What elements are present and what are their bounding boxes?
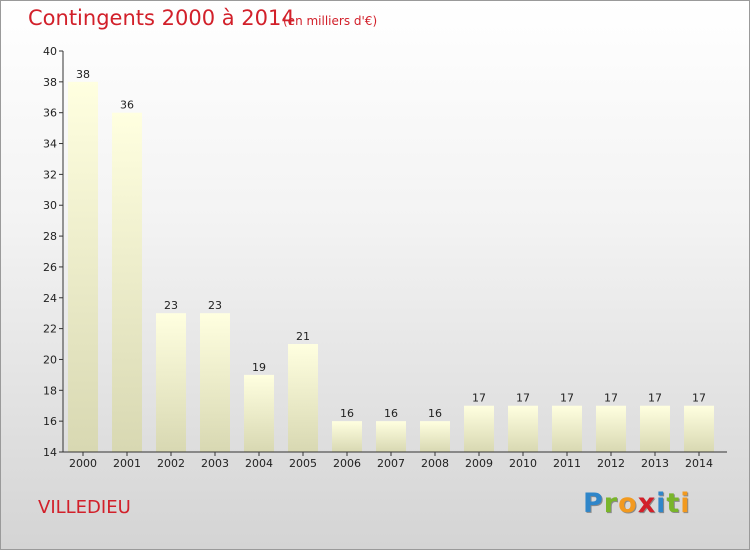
logo-letter: P: [583, 488, 604, 519]
data-label-2004: 19: [252, 361, 266, 374]
y-tick-label-24: 24: [43, 292, 57, 305]
y-tick-label-28: 28: [43, 230, 57, 243]
x-tick-label-2013: 2013: [641, 457, 669, 470]
x-tick-label-2008: 2008: [421, 457, 449, 470]
y-tick-label-20: 20: [43, 353, 57, 366]
data-label-2009: 17: [472, 392, 486, 405]
y-tick-label-32: 32: [43, 168, 57, 181]
bar-2005: [288, 344, 318, 452]
bar-2003: [200, 313, 230, 452]
data-label-2008: 16: [428, 407, 442, 420]
bar-2007: [376, 421, 406, 452]
x-tick-label-2010: 2010: [509, 457, 537, 470]
y-tick-label-26: 26: [43, 261, 57, 274]
x-tick-label-2014: 2014: [685, 457, 713, 470]
logo-letter: i: [680, 488, 691, 519]
x-tick-label-2002: 2002: [157, 457, 185, 470]
bar-2014: [684, 405, 714, 452]
data-label-2011: 17: [560, 392, 574, 405]
logo-letter: o: [618, 488, 638, 519]
bar-2010: [508, 405, 538, 452]
bar-2008: [420, 421, 450, 452]
bar-2001: [112, 112, 142, 452]
x-tick-label-2012: 2012: [597, 457, 625, 470]
x-tick-label-2003: 2003: [201, 457, 229, 470]
bar-2011: [552, 405, 582, 452]
x-tick-label-2006: 2006: [333, 457, 361, 470]
bars-group: 38 36 23 23 19 21 16 16 16 17 17 17 17 17 17: [68, 68, 714, 452]
logo-letter: r: [603, 488, 619, 519]
axes-group: 14 16 18 20 22 24 26 28 30 32 34 36 38 40 2000 2001 2002…: [43, 45, 727, 470]
commune-name: VILLEDIEU: [38, 497, 131, 518]
data-label-2005: 21: [296, 330, 310, 343]
bar-2012: [596, 405, 626, 452]
y-tick-label-36: 36: [43, 107, 57, 120]
data-label-2002: 23: [164, 299, 178, 312]
data-label-2006: 16: [340, 407, 354, 420]
y-tick-label-34: 34: [43, 138, 57, 151]
y-tick-label-40: 40: [43, 45, 57, 58]
x-tick-label-2005: 2005: [289, 457, 317, 470]
bar-2004: [244, 374, 274, 452]
x-tick-label-2011: 2011: [553, 457, 581, 470]
y-tick-label-38: 38: [43, 76, 57, 89]
data-label-2001: 36: [120, 99, 134, 112]
data-label-2007: 16: [384, 407, 398, 420]
data-label-2013: 17: [648, 392, 662, 405]
x-tick-label-2000: 2000: [69, 457, 97, 470]
bar-2013: [640, 405, 670, 452]
logo-letter: t: [666, 488, 681, 519]
bar-2000: [68, 81, 98, 452]
data-label-2003: 23: [208, 299, 222, 312]
data-label-2012: 17: [604, 392, 618, 405]
chart-subtitle: (en milliers d'€): [283, 14, 378, 28]
x-tick-label-2004: 2004: [245, 457, 273, 470]
y-tick-label-22: 22: [43, 323, 57, 336]
data-label-2014: 17: [692, 392, 706, 405]
y-tick-label-30: 30: [43, 199, 57, 212]
data-label-2000: 38: [76, 68, 90, 81]
logo-letter: i: [656, 488, 667, 519]
bar-2002: [156, 313, 186, 452]
proxiti-logo: Proxiti: [583, 488, 691, 519]
x-tick-label-2009: 2009: [465, 457, 493, 470]
logo-letter: x: [637, 488, 657, 519]
chart-title: Contingents 2000 à 2014: [28, 6, 295, 30]
y-tick-label-18: 18: [43, 384, 57, 397]
y-tick-label-16: 16: [43, 415, 57, 428]
y-tick-label-14: 14: [43, 446, 57, 459]
x-tick-label-2001: 2001: [113, 457, 141, 470]
x-tick-label-2007: 2007: [377, 457, 405, 470]
data-label-2010: 17: [516, 392, 530, 405]
bar-2009: [464, 405, 494, 452]
bar-2006: [332, 421, 362, 452]
